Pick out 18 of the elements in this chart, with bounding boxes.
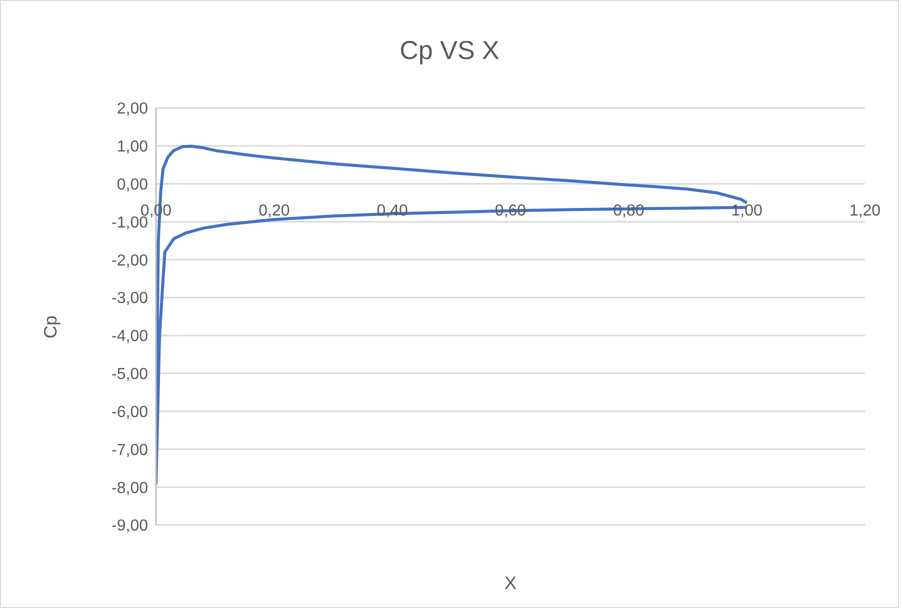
y-tick-label: -1,00 bbox=[112, 214, 148, 232]
y-tick-label: -6,00 bbox=[112, 404, 148, 421]
y-tick-label: -5,00 bbox=[112, 366, 148, 384]
chart-title: Cp VS X bbox=[398, 35, 500, 66]
y-tick-label: -2,00 bbox=[112, 252, 148, 270]
y-tick-label: -4,00 bbox=[112, 328, 148, 346]
x-axis-title: X bbox=[503, 573, 518, 594]
x-tick-label: 0,20 bbox=[258, 202, 290, 220]
x-tick-label: 1,00 bbox=[731, 202, 763, 220]
y-tick-label: 2,00 bbox=[116, 100, 148, 118]
x-tick-label: 1,20 bbox=[849, 202, 881, 220]
y-axis-title: Cp bbox=[40, 314, 62, 338]
y-tick-label: -9,00 bbox=[112, 518, 148, 535]
y-tick-label: -3,00 bbox=[112, 290, 148, 308]
y-tick-label: 1,00 bbox=[116, 138, 148, 156]
y-tick-label: -7,00 bbox=[112, 442, 148, 459]
y-tick-label: -8,00 bbox=[112, 480, 148, 497]
y-tick-label: 0,00 bbox=[116, 176, 148, 194]
